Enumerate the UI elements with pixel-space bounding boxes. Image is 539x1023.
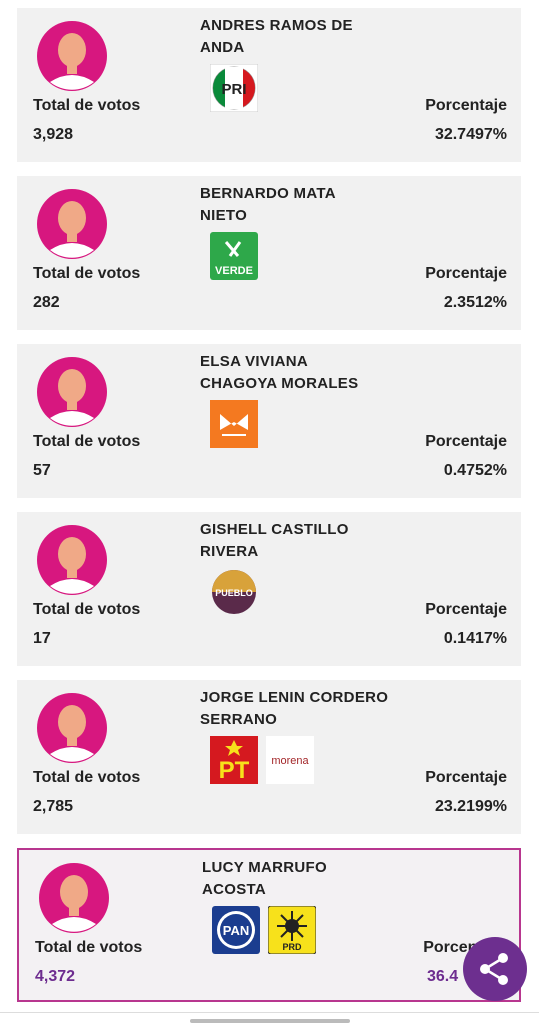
name-line: ANDRES RAMOS DE bbox=[200, 17, 353, 34]
home-indicator bbox=[190, 1019, 350, 1023]
percent-label: Porcentaje bbox=[425, 97, 507, 114]
avatar bbox=[39, 863, 109, 933]
candidate-card: BERNARDO MATA NIETO VERDE Total de votos Por… bbox=[17, 176, 521, 330]
name-line: LUCY MARRUFO bbox=[202, 859, 327, 876]
votes-label: Total de votos bbox=[33, 433, 141, 450]
party-logo: PRD bbox=[268, 906, 316, 954]
party-logo: PUEBLO bbox=[212, 570, 256, 614]
percent-value: 32.7497% bbox=[434, 126, 507, 143]
party-label: PUEBLO bbox=[215, 588, 253, 598]
name-line: CHAGOYA MORALES bbox=[200, 375, 359, 392]
percent-value: 0.1417% bbox=[443, 630, 507, 647]
party-logos: VERDE bbox=[210, 232, 258, 280]
party-label: PRD bbox=[282, 942, 302, 952]
party-logos: PT morena bbox=[210, 736, 314, 784]
votes-label: Total de votos bbox=[33, 601, 141, 618]
party-logos: PAN PRD bbox=[212, 906, 316, 954]
party-logo: PAN bbox=[212, 906, 260, 954]
percent-label: Porcentaje bbox=[425, 433, 507, 450]
candidate-name: GISHELL CASTILLO RIVERA bbox=[200, 519, 349, 563]
votes-value: 3,928 bbox=[33, 126, 74, 143]
candidate-card: ANDRES RAMOS DE ANDA PRI Total de votos Porc… bbox=[17, 8, 521, 162]
votes-value: 282 bbox=[33, 294, 60, 311]
party-logos: PRI bbox=[210, 64, 258, 112]
percent-value: 23.2199% bbox=[434, 798, 507, 815]
name-line: JORGE LENIN CORDERO bbox=[200, 689, 389, 706]
candidate-name: ELSA VIVIANA CHAGOYA MORALES bbox=[200, 351, 358, 395]
percent-label: Porcentaje bbox=[425, 769, 507, 786]
party-label: PRI bbox=[221, 81, 246, 98]
candidate-name: JORGE LENIN CORDERO SERRANO bbox=[200, 687, 388, 731]
party-logo: PRI bbox=[210, 64, 258, 112]
name-line: ELSA VIVIANA bbox=[200, 353, 309, 370]
party-logo bbox=[210, 400, 258, 448]
percent-label: Porcentaje bbox=[425, 265, 507, 282]
percent-value: 36.4 bbox=[427, 968, 459, 985]
candidate-name: LUCY MARRUFO ACOSTA bbox=[202, 857, 327, 901]
candidate-card: ELSA VIVIANA CHAGOYA MORALES Total de voto… bbox=[17, 344, 521, 498]
candidate-card: JORGE LENIN CORDERO SERRANO PT morena Total … bbox=[17, 680, 521, 834]
votes-value: 4,372 bbox=[35, 968, 76, 985]
name-line: NIETO bbox=[200, 207, 248, 224]
avatar bbox=[37, 21, 107, 91]
name-line: SERRANO bbox=[200, 711, 278, 728]
percent-value: 2.3512% bbox=[443, 294, 507, 311]
party-label: PAN bbox=[223, 923, 249, 938]
avatar bbox=[37, 525, 107, 595]
party-logo: morena bbox=[266, 736, 314, 784]
party-logo: PT bbox=[210, 736, 258, 784]
party-logos bbox=[210, 400, 258, 448]
party-label: VERDE bbox=[215, 265, 253, 277]
votes-label: Total de votos bbox=[33, 769, 141, 786]
candidate-card: GISHELL CASTILLO RIVERA PUEBLO Total de vot… bbox=[17, 512, 521, 666]
percent-value: 0.4752% bbox=[443, 462, 507, 479]
party-logos: PUEBLO bbox=[210, 568, 258, 616]
party-logo: VERDE bbox=[210, 232, 258, 280]
name-line: RIVERA bbox=[200, 543, 259, 560]
name-line: BERNARDO MATA bbox=[200, 185, 336, 202]
votes-label: Total de votos bbox=[33, 265, 141, 282]
avatar bbox=[37, 357, 107, 427]
avatar bbox=[37, 693, 107, 763]
candidate-name: BERNARDO MATA NIETO bbox=[200, 183, 336, 227]
avatar bbox=[37, 189, 107, 259]
party-label: PT bbox=[219, 757, 250, 784]
votes-value: 17 bbox=[33, 630, 51, 647]
name-line: GISHELL CASTILLO bbox=[200, 521, 349, 538]
votes-label: Total de votos bbox=[33, 97, 141, 114]
name-line: ACOSTA bbox=[202, 881, 267, 898]
share-button[interactable] bbox=[463, 937, 527, 1001]
party-label: morena bbox=[271, 755, 309, 767]
divider bbox=[0, 1012, 539, 1013]
votes-value: 2,785 bbox=[33, 798, 74, 815]
votes-value: 57 bbox=[33, 462, 51, 479]
name-line: ANDA bbox=[200, 39, 245, 56]
candidate-card: LUCY MARRUFO ACOSTA PAN PRD Total de votos Po… bbox=[17, 848, 521, 1002]
candidate-name: ANDRES RAMOS DE ANDA bbox=[200, 15, 353, 59]
votes-label: Total de votos bbox=[35, 939, 143, 956]
percent-label: Porcentaje bbox=[425, 601, 507, 618]
